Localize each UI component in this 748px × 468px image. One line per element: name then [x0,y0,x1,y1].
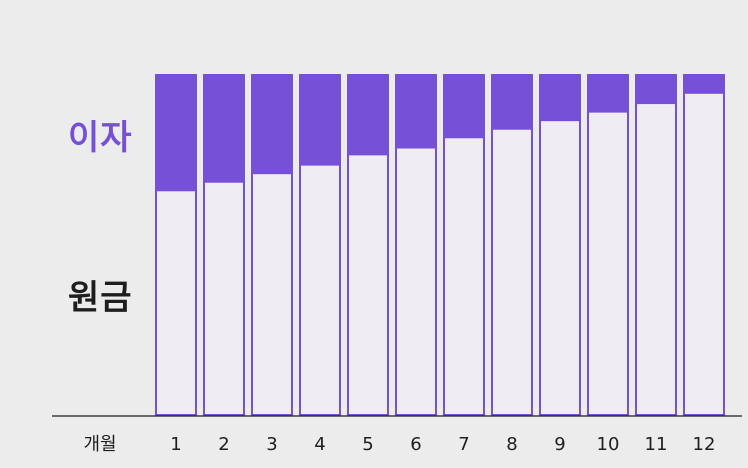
principal-bar-8 [491,127,533,416]
principal-bar-3 [251,172,293,416]
x-tick-label-9: 9 [554,434,565,455]
principal-bar-12 [683,91,725,416]
principal-bar-2 [203,180,245,416]
principal-bar-10 [587,110,629,417]
principal-bar-7 [443,136,485,417]
x-tick-label-7: 7 [458,434,469,455]
x-tick-label-2: 2 [218,434,229,455]
x-tick-label-10: 10 [597,434,620,455]
x-axis-label: 개월 [83,434,116,455]
x-tick-labels: 1 2 3 4 5 6 7 8 9 10 11 12 [170,434,715,455]
interest-bar-3 [251,74,293,174]
x-tick-label-6: 6 [410,434,421,455]
principal-bar-1 [155,189,197,416]
x-tick-label-3: 3 [266,434,277,455]
interest-bar-7 [443,74,485,138]
principal-bar-5 [347,153,389,416]
principal-bar-6 [395,146,437,416]
interest-bar-9 [539,74,581,121]
interest-bar-10 [587,74,629,112]
x-tick-label-1: 1 [170,434,181,455]
interest-bar-8 [491,74,533,129]
interest-label: 이자 [68,118,133,158]
x-tick-label-11: 11 [645,434,668,455]
interest-bar-2 [203,74,245,182]
x-tick-label-5: 5 [362,434,373,455]
interest-bar-11 [635,74,677,104]
interest-bar-6 [395,74,437,148]
principal-bar-4 [299,163,341,416]
principal-bar-9 [539,119,581,416]
bars-group [155,74,725,417]
interest-bar-5 [347,74,389,155]
x-tick-label-12: 12 [693,434,716,455]
x-tick-label-8: 8 [506,434,517,455]
principal-bar-11 [635,102,677,416]
interest-bar-4 [299,74,341,165]
principal-label: 원금 [68,278,133,318]
x-tick-label-4: 4 [314,434,325,455]
interest-bar-1 [155,74,197,191]
interest-bar-12 [683,74,725,93]
